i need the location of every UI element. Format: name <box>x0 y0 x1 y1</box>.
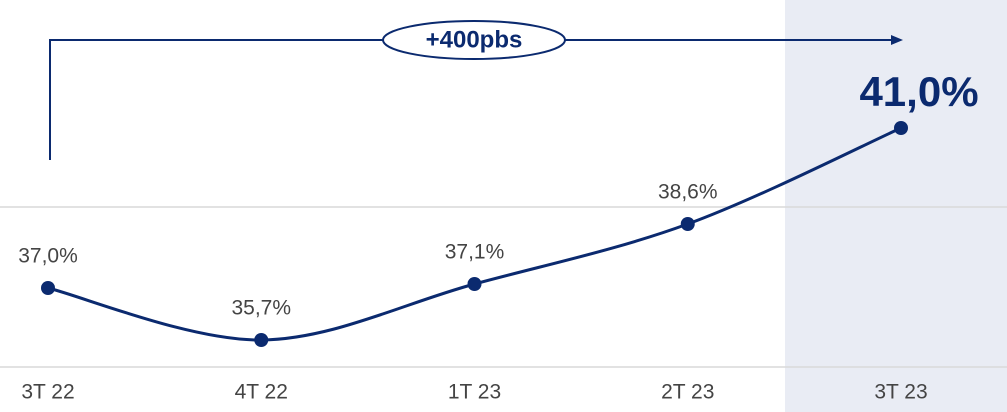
arrow-head <box>891 35 903 45</box>
point <box>41 281 55 295</box>
x-tick-label: 3T 22 <box>21 381 74 404</box>
data-label: 38,6% <box>658 181 718 204</box>
point <box>680 217 695 231</box>
x-tick-label: 2T 23 <box>661 381 714 404</box>
x-tick-label: 3T 23 <box>874 381 927 404</box>
annotation-badge <box>382 20 566 60</box>
point <box>894 121 908 135</box>
data-label: 41,0% <box>859 68 978 115</box>
line <box>47 126 902 342</box>
highlight-band <box>785 0 1007 412</box>
data-label: 37,0% <box>18 245 78 268</box>
point <box>254 333 269 347</box>
x-tick-label: 1T 23 <box>448 381 501 404</box>
bracket-line <box>49 39 383 160</box>
point <box>467 277 482 291</box>
annotation: +400pbs <box>426 26 523 53</box>
x-tick-label: 4T 22 <box>235 381 288 404</box>
data-label: 37,1% <box>445 241 505 264</box>
data-label: 35,7% <box>231 297 291 320</box>
